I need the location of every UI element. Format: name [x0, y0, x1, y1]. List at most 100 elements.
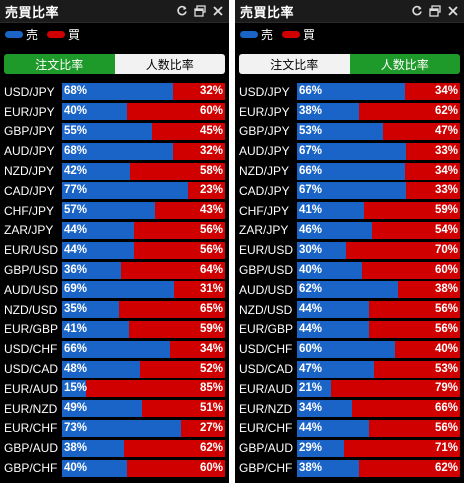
ratio-row: EUR/USD 30% 70%: [235, 240, 464, 260]
buy-percent: 59%: [434, 204, 458, 217]
sell-percent: 66%: [299, 164, 323, 177]
sell-ratio-fill: [62, 380, 87, 398]
currency-pair-label: EUR/GBP: [4, 322, 59, 337]
sell-percent: 38%: [299, 105, 323, 118]
sell-percent: 38%: [299, 461, 323, 474]
sell-percent: 46%: [299, 223, 323, 236]
buy-percent: 62%: [199, 441, 223, 454]
ratio-panel-order: 売買比率 売 買 注文比率 人数比率 USD/JPY 68% 32% EUR/JPY 4…: [0, 0, 229, 483]
ratio-bar: 47% 53%: [297, 360, 460, 378]
buy-percent: 62%: [434, 461, 458, 474]
ratio-row: GBP/AUD 38% 62%: [0, 438, 229, 458]
buy-percent: 23%: [199, 184, 223, 197]
tab-order-ratio[interactable]: 注文比率: [4, 54, 115, 74]
ratio-bar: 77% 23%: [62, 182, 225, 200]
ratio-bar: 38% 62%: [297, 103, 460, 121]
buy-percent: 60%: [434, 263, 458, 276]
sell-percent: 66%: [64, 342, 88, 355]
sell-ratio-fill: [62, 360, 141, 378]
sell-percent: 21%: [299, 382, 323, 395]
buy-percent: 53%: [434, 362, 458, 375]
currency-pair-label: AUD/JPY: [239, 144, 290, 159]
sell-ratio-fill: [297, 419, 369, 437]
tab-bar: 注文比率 人数比率: [239, 54, 460, 74]
buy-percent: 64%: [199, 263, 223, 276]
restore-window-icon[interactable]: [193, 4, 207, 18]
sell-ratio-fill: [62, 103, 128, 121]
ratio-bar: 66% 34%: [297, 162, 460, 180]
ratio-bar: 66% 34%: [297, 83, 460, 101]
sell-ratio-fill: [62, 221, 134, 239]
sell-ratio-fill: [62, 182, 188, 200]
sell-ratio-fill: [297, 202, 364, 220]
sell-percent: 48%: [64, 362, 88, 375]
sell-percent: 38%: [64, 441, 88, 454]
sell-ratio-fill: [62, 301, 120, 319]
buy-percent: 31%: [199, 283, 223, 296]
currency-pair-label: CAD/JPY: [4, 183, 55, 198]
sell-percent: 34%: [299, 402, 323, 415]
sell-percent: 41%: [64, 322, 88, 335]
ratio-bar: 46% 54%: [297, 221, 460, 239]
currency-pair-label: USD/CAD: [239, 362, 294, 377]
sell-percent: 66%: [299, 85, 323, 98]
sell-ratio-fill: [297, 439, 345, 457]
close-icon[interactable]: [446, 4, 460, 18]
panel-titlebar: 売買比率: [0, 0, 229, 23]
buy-percent: 43%: [199, 204, 223, 217]
ratio-bar: 62% 38%: [297, 281, 460, 299]
ratio-row: USD/JPY 66% 34%: [235, 82, 464, 102]
restore-window-icon[interactable]: [428, 4, 442, 18]
sell-percent: 67%: [299, 144, 323, 157]
ratio-bar: 68% 32%: [62, 142, 225, 160]
tab-people-ratio[interactable]: 人数比率: [349, 54, 460, 74]
currency-pair-label: ZAR/JPY: [239, 223, 289, 238]
ratio-list: USD/JPY 68% 32% EUR/JPY 40% 60% GBP/JPY 55% 45% A…: [0, 82, 229, 478]
ratio-bar: 57% 43%: [62, 202, 225, 220]
refresh-icon[interactable]: [410, 4, 424, 18]
ratio-row: NZD/JPY 66% 34%: [235, 161, 464, 181]
currency-pair-label: EUR/USD: [4, 243, 59, 258]
buy-percent: 51%: [199, 402, 223, 415]
ratio-row: EUR/GBP 44% 56%: [235, 320, 464, 340]
buy-percent: 79%: [434, 382, 458, 395]
buy-percent: 34%: [434, 85, 458, 98]
sell-ratio-fill: [297, 122, 384, 140]
buy-percent: 60%: [199, 461, 223, 474]
ratio-bar: 41% 59%: [297, 202, 460, 220]
ratio-bar: 21% 79%: [297, 380, 460, 398]
currency-pair-label: EUR/JPY: [4, 104, 55, 119]
close-icon[interactable]: [211, 4, 225, 18]
currency-pair-label: NZD/JPY: [4, 164, 55, 179]
ratio-bar: 40% 60%: [62, 459, 225, 477]
buy-percent: 33%: [434, 184, 458, 197]
buy-percent: 65%: [199, 303, 223, 316]
sell-percent: 60%: [299, 342, 323, 355]
sell-percent: 53%: [299, 124, 323, 137]
ratio-bar: 15% 85%: [62, 380, 225, 398]
ratio-row: AUD/USD 69% 31%: [0, 280, 229, 300]
ratio-bar: 40% 60%: [62, 103, 225, 121]
ratio-bar: 30% 70%: [297, 241, 460, 259]
sell-percent: 44%: [299, 421, 323, 434]
tab-order-ratio[interactable]: 注文比率: [239, 54, 350, 74]
tab-people-ratio[interactable]: 人数比率: [114, 54, 225, 74]
sell-ratio-fill: [62, 459, 128, 477]
ratio-bar: 36% 64%: [62, 261, 225, 279]
buy-percent: 54%: [434, 223, 458, 236]
sell-percent: 44%: [64, 243, 88, 256]
ratio-row: USD/CAD 47% 53%: [235, 359, 464, 379]
buy-swatch: [47, 30, 66, 38]
ratio-row: AUD/USD 62% 38%: [235, 280, 464, 300]
currency-pair-label: USD/CHF: [239, 342, 293, 357]
ratio-row: CAD/JPY 77% 23%: [0, 181, 229, 201]
sell-ratio-fill: [297, 241, 346, 259]
buy-percent: 34%: [434, 164, 458, 177]
refresh-icon[interactable]: [175, 4, 189, 18]
sell-ratio-fill: [62, 400, 142, 418]
buy-percent: 32%: [199, 144, 223, 157]
sell-ratio-fill: [297, 301, 369, 319]
sell-ratio-fill: [62, 83, 173, 101]
ratio-row: NZD/JPY 42% 58%: [0, 161, 229, 181]
buy-percent: 34%: [199, 342, 223, 355]
